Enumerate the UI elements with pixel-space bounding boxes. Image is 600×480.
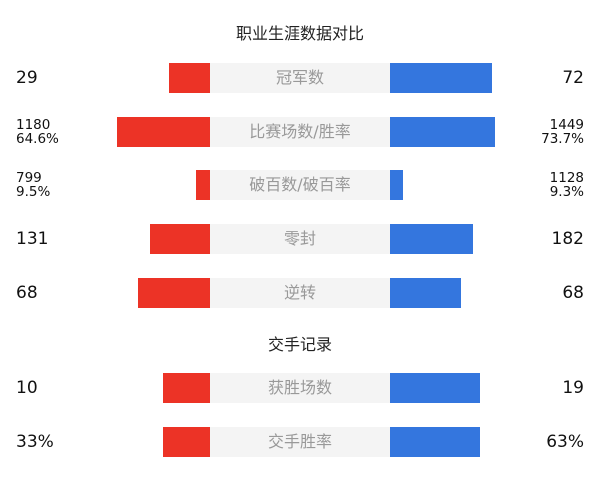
row-label: 逆转 — [210, 278, 390, 308]
section-title: 交手记录 — [267, 335, 332, 354]
right-bar — [390, 170, 403, 200]
row-label: 比赛场数/胜率 — [210, 117, 390, 147]
left-value-line: 1180 — [16, 117, 51, 133]
left-value: 131 — [16, 224, 48, 254]
left-value: 33% — [16, 427, 54, 457]
right-value-line: 19 — [562, 378, 584, 398]
left-value-line: 68 — [16, 283, 38, 303]
right-value-line: 1128 — [549, 170, 584, 186]
left-bar — [138, 278, 210, 308]
right-value: 63% — [546, 427, 584, 457]
row-label: 冠军数 — [210, 63, 390, 93]
comparison-row: 破百数/破百率 799 9.5% 1128 9.3% — [0, 170, 600, 200]
right-value-line: 63% — [546, 432, 584, 452]
left-value: 1180 64.6% — [16, 118, 59, 146]
left-bar — [163, 427, 210, 457]
comparison-row: 交手胜率 33% 63% — [0, 427, 600, 457]
comparison-row: 获胜场数 10 19 — [0, 373, 600, 403]
left-value: 799 9.5% — [16, 171, 50, 199]
comparison-row: 逆转 68 68 — [0, 278, 600, 308]
right-value-line: 1449 — [549, 117, 584, 133]
right-value-line: 73.7% — [541, 131, 584, 147]
right-value-line: 9.3% — [549, 184, 584, 200]
left-value: 29 — [16, 63, 38, 93]
right-bar — [390, 117, 495, 147]
right-value: 1449 73.7% — [541, 118, 584, 146]
left-bar — [117, 117, 210, 147]
comparison-row: 比赛场数/胜率 1180 64.6% 1449 73.7% — [0, 117, 600, 147]
left-bar — [150, 224, 210, 254]
right-value-line: 182 — [551, 229, 584, 249]
left-value-line: 64.6% — [16, 131, 59, 147]
right-value: 68 — [562, 278, 584, 308]
left-value-line: 9.5% — [16, 184, 51, 200]
right-bar — [390, 63, 492, 93]
left-value: 68 — [16, 278, 38, 308]
left-value-line: 29 — [16, 68, 38, 88]
left-bar — [169, 63, 210, 93]
right-bar — [390, 278, 461, 308]
row-label: 破百数/破百率 — [210, 170, 390, 200]
row-label: 交手胜率 — [210, 427, 390, 457]
left-value-line: 33% — [16, 432, 54, 452]
right-value-line: 72 — [562, 68, 584, 88]
right-bar — [390, 427, 480, 457]
comparison-row: 零封 131 182 — [0, 224, 600, 254]
section-title: 职业生涯数据对比 — [235, 24, 364, 43]
left-bar — [163, 373, 210, 403]
right-bar — [390, 373, 480, 403]
right-value: 19 — [562, 373, 584, 403]
left-value: 10 — [16, 373, 38, 403]
row-label: 获胜场数 — [210, 373, 390, 403]
left-value-line: 10 — [16, 378, 38, 398]
comparison-row: 冠军数 29 72 — [0, 63, 600, 93]
left-bar — [196, 170, 210, 200]
right-value: 1128 9.3% — [550, 171, 584, 199]
left-value-line: 131 — [16, 229, 49, 249]
right-value: 72 — [562, 63, 584, 93]
row-label: 零封 — [210, 224, 390, 254]
right-value-line: 68 — [562, 283, 584, 303]
right-bar — [390, 224, 473, 254]
left-value-line: 799 — [16, 170, 42, 186]
right-value: 182 — [552, 224, 584, 254]
